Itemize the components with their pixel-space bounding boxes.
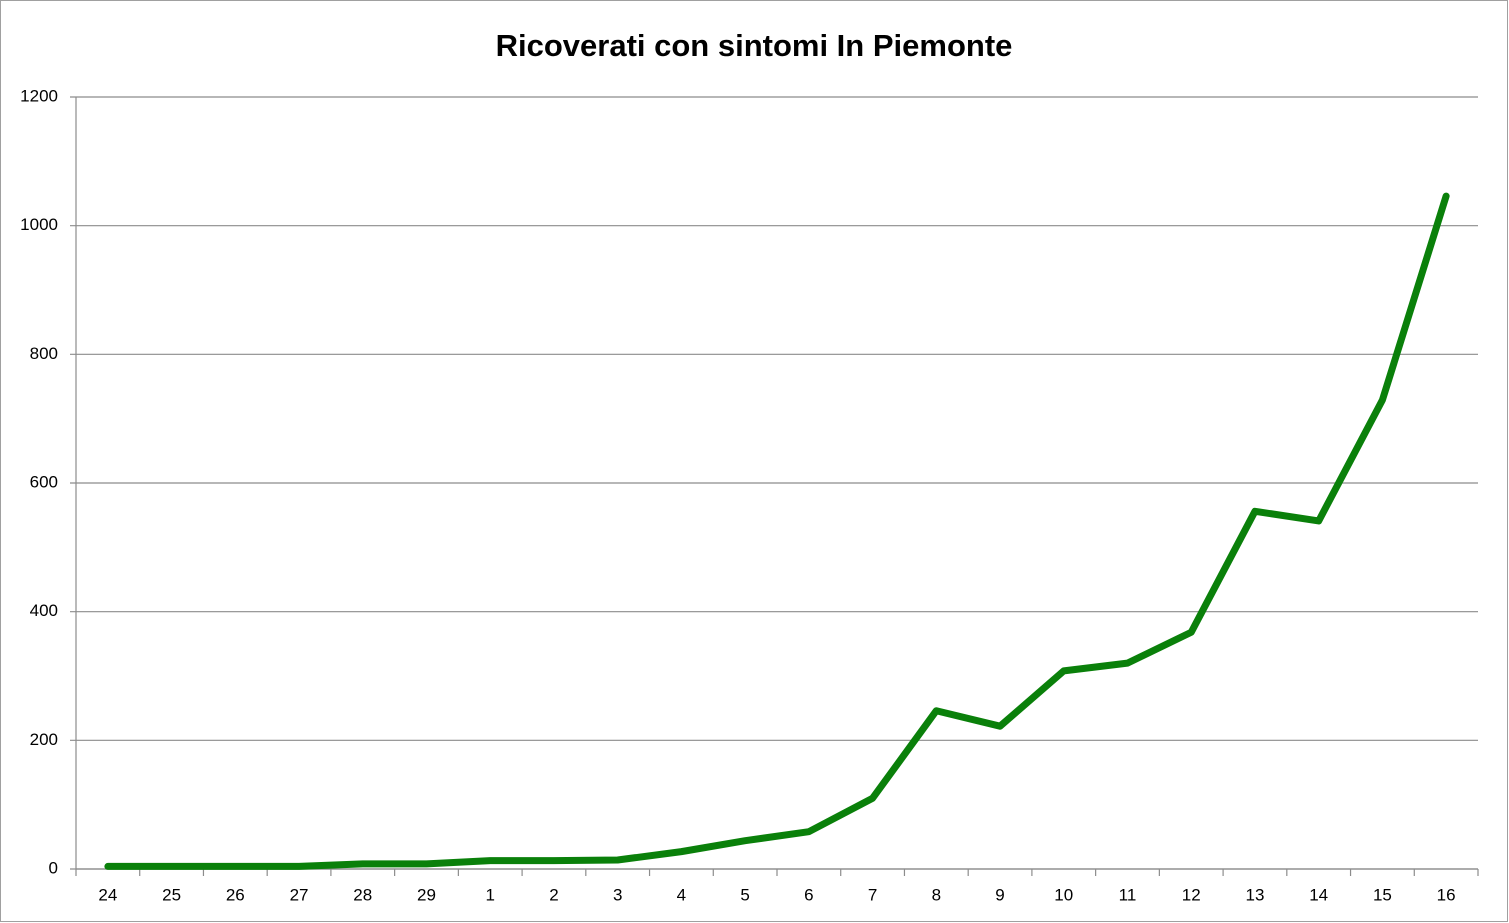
x-tick-label: 8 xyxy=(932,885,941,904)
x-tick-label: 27 xyxy=(290,885,309,904)
y-tick-label: 0 xyxy=(49,858,58,877)
chart-title: Ricoverati con sintomi In Piemonte xyxy=(496,28,1013,63)
y-tick-label: 1200 xyxy=(20,86,58,105)
x-tick-label: 2 xyxy=(549,885,558,904)
x-tick-label: 15 xyxy=(1373,885,1392,904)
x-tick-label: 7 xyxy=(868,885,877,904)
x-tick-label: 14 xyxy=(1309,885,1328,904)
x-tick-label: 26 xyxy=(226,885,245,904)
y-tick-label: 200 xyxy=(30,730,58,749)
x-tick-label: 4 xyxy=(677,885,686,904)
x-tick-label: 3 xyxy=(613,885,622,904)
y-tick-label: 400 xyxy=(30,601,58,620)
y-tick-label: 800 xyxy=(30,344,58,363)
x-tick-label: 11 xyxy=(1119,885,1137,904)
x-tick-label: 25 xyxy=(162,885,181,904)
y-tick-label: 1000 xyxy=(20,215,58,234)
y-tick-label: 600 xyxy=(30,472,58,491)
x-tick-label: 5 xyxy=(740,885,749,904)
x-tick-label: 10 xyxy=(1054,885,1073,904)
x-tick-label: 16 xyxy=(1437,885,1456,904)
x-tick-label: 13 xyxy=(1245,885,1264,904)
x-tick-label: 29 xyxy=(417,885,436,904)
x-tick-label: 9 xyxy=(995,885,1004,904)
x-tick-label: 24 xyxy=(98,885,117,904)
x-tick-label: 1 xyxy=(485,885,494,904)
x-tick-label: 12 xyxy=(1182,885,1201,904)
data-line xyxy=(104,192,1450,870)
x-tick-label: 6 xyxy=(804,885,813,904)
x-tick-label: 28 xyxy=(353,885,372,904)
